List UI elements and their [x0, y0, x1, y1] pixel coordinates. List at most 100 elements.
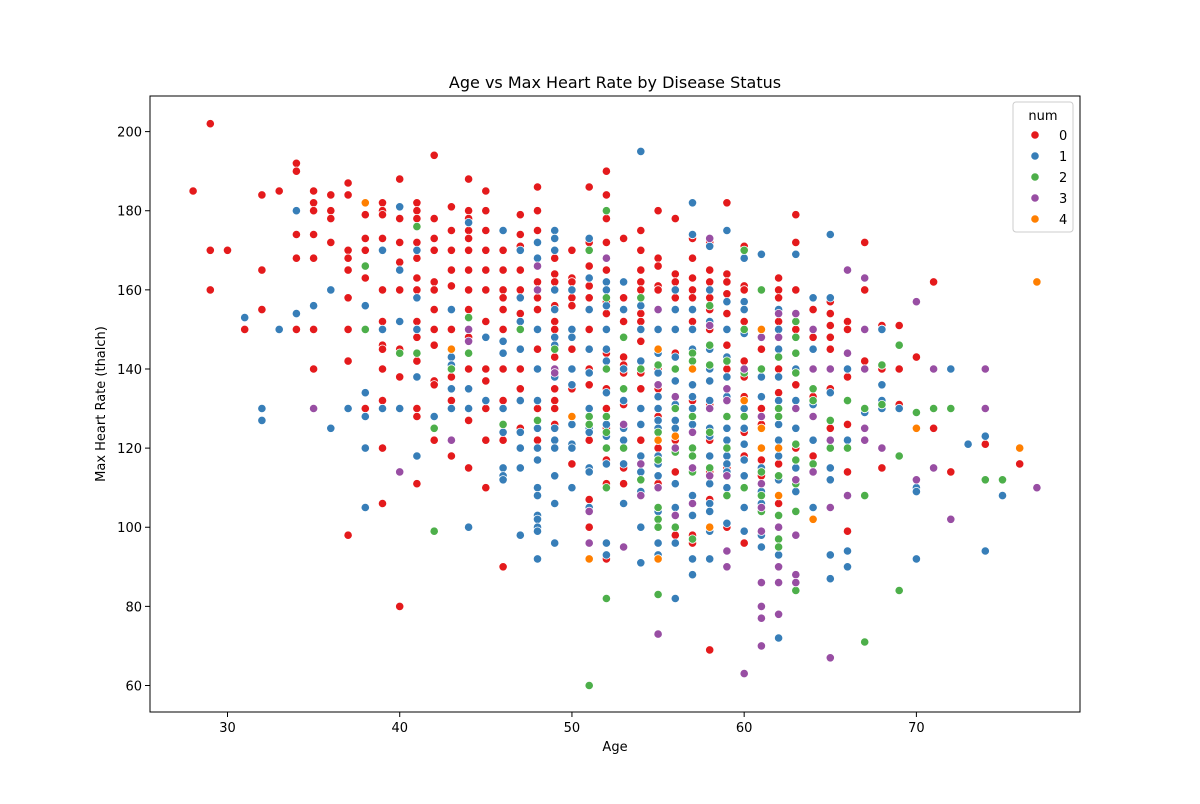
- data-point: [360, 301, 370, 311]
- data-point: [705, 293, 715, 303]
- data-point: [601, 427, 612, 437]
- data-point: [377, 198, 388, 208]
- data-point: [842, 265, 853, 275]
- data-point: [601, 265, 612, 275]
- data-point: [670, 352, 680, 362]
- data-point: [636, 245, 646, 255]
- legend-label: 1: [1059, 150, 1067, 165]
- data-point: [791, 368, 801, 378]
- data-point: [773, 562, 784, 572]
- data-point: [429, 411, 439, 422]
- data-point: [515, 530, 525, 540]
- data-point: [446, 451, 456, 461]
- data-point: [463, 312, 474, 323]
- data-point: [791, 348, 801, 358]
- data-point: [791, 475, 801, 485]
- data-point: [860, 364, 870, 374]
- data-point: [670, 364, 680, 374]
- data-point: [550, 285, 560, 295]
- data-point: [601, 285, 612, 295]
- data-point: [515, 364, 525, 374]
- data-point: [412, 206, 422, 216]
- data-point: [498, 395, 508, 406]
- data-point: [773, 609, 784, 619]
- data-point: [773, 352, 784, 362]
- data-point: [653, 206, 663, 216]
- data-point: [446, 384, 456, 394]
- data-point: [377, 324, 388, 334]
- data-point: [446, 344, 456, 354]
- data-point: [705, 427, 715, 437]
- data-point: [825, 423, 835, 433]
- x-tick-label: 60: [736, 721, 753, 736]
- data-point: [825, 502, 835, 513]
- data-point: [911, 423, 922, 433]
- data-point: [894, 364, 904, 374]
- data-point: [532, 435, 543, 445]
- data-point: [377, 403, 388, 414]
- data-point: [395, 174, 405, 184]
- data-point: [550, 538, 560, 548]
- data-point: [825, 293, 835, 303]
- data-point: [825, 475, 835, 485]
- data-point: [636, 475, 646, 485]
- data-point: [567, 301, 577, 311]
- data-point: [515, 210, 525, 220]
- data-point: [584, 368, 594, 378]
- data-point: [997, 475, 1008, 485]
- data-point: [722, 384, 732, 394]
- data-point: [618, 352, 629, 362]
- data-point: [532, 324, 543, 334]
- data-point: [791, 423, 801, 433]
- data-point: [773, 534, 784, 544]
- data-point: [446, 364, 456, 374]
- data-point: [808, 435, 818, 445]
- data-point: [739, 411, 749, 422]
- data-point: [894, 451, 904, 461]
- data-point: [601, 403, 612, 414]
- data-point: [980, 439, 990, 449]
- data-point: [687, 380, 698, 390]
- data-point: [791, 486, 801, 497]
- data-point: [463, 348, 474, 358]
- x-tick-label: 70: [908, 721, 925, 736]
- data-point: [946, 467, 956, 477]
- data-point: [739, 538, 749, 548]
- data-point: [791, 530, 801, 540]
- data-point: [636, 265, 646, 275]
- data-point: [550, 352, 560, 362]
- data-point: [567, 277, 577, 287]
- data-point: [498, 304, 508, 315]
- data-point: [791, 316, 801, 327]
- data-point: [343, 265, 353, 275]
- data-point: [532, 261, 543, 271]
- data-point: [240, 324, 250, 334]
- data-point: [515, 316, 525, 327]
- data-point: [601, 593, 612, 604]
- data-point: [532, 277, 543, 287]
- data-point: [188, 186, 198, 196]
- data-point: [395, 237, 405, 247]
- data-point: [911, 554, 922, 564]
- data-point: [343, 245, 353, 255]
- data-point: [446, 225, 456, 236]
- data-point: [653, 304, 663, 315]
- data-point: [429, 245, 439, 255]
- data-point: [515, 384, 525, 394]
- data-point: [550, 304, 560, 315]
- data-point: [532, 423, 543, 433]
- y-tick-label: 120: [117, 442, 142, 457]
- data-point: [670, 593, 680, 604]
- data-point: [860, 324, 870, 334]
- data-point: [360, 233, 370, 243]
- legend-title: num: [1028, 109, 1057, 124]
- data-point: [515, 427, 525, 437]
- data-point: [636, 467, 646, 477]
- data-point: [636, 451, 646, 461]
- data-point: [463, 233, 474, 243]
- data-point: [842, 372, 853, 382]
- data-point: [653, 324, 663, 334]
- data-point: [636, 459, 646, 469]
- data-point: [825, 308, 835, 319]
- data-point: [532, 403, 543, 414]
